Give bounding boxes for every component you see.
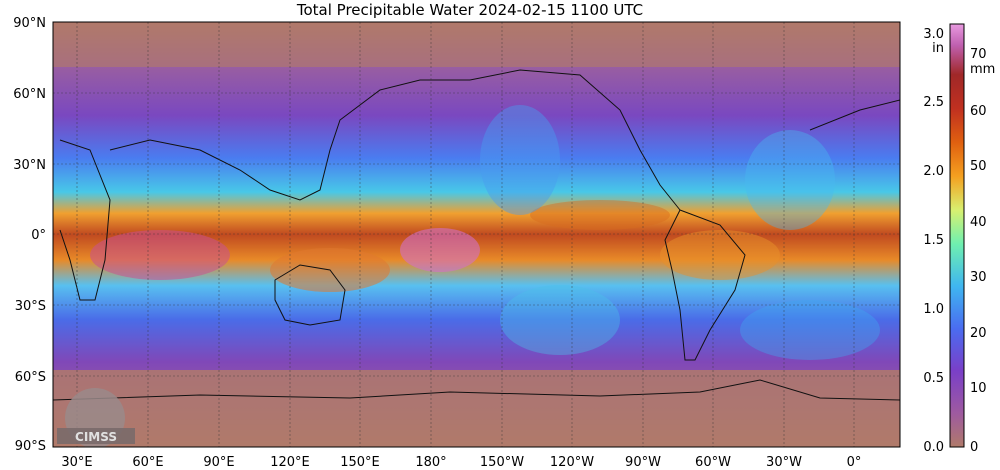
lon-label: 120°E (270, 455, 310, 470)
moisture-blob (400, 228, 480, 272)
moisture-plume (740, 300, 880, 360)
longitude-axis: 30°E 60°E 90°E 120°E 150°E 180° 150°W 12… (61, 455, 861, 470)
cimss-logo: CIMSS (57, 388, 135, 447)
north-america-coast (469, 69, 681, 211)
inch-tick: 2.0 (923, 164, 944, 179)
colorbar-left-unit: in (932, 41, 944, 56)
cimss-logo-text: CIMSS (75, 430, 117, 444)
lon-label: 30°E (61, 455, 92, 470)
colorbar-mm-ticks: 70 60 50 40 30 20 10 0 (970, 47, 987, 455)
mm-tick: 50 (970, 159, 987, 174)
cimss-logo-banner (57, 428, 135, 444)
asia-coast (109, 79, 470, 201)
inch-tick: 1.0 (923, 302, 944, 317)
colorbar: in mm 3.0 2.5 2.0 1.5 1.0 0.5 0.0 70 60 … (923, 23, 995, 455)
lat-label: 30°S (15, 299, 46, 314)
europe-coast (809, 99, 900, 131)
inch-tick: 3.0 (923, 27, 944, 42)
inch-tick: 1.5 (923, 233, 944, 248)
inch-tick: 2.5 (923, 95, 944, 110)
moisture-blob (90, 230, 230, 280)
australia-coast (274, 264, 346, 326)
lon-label: 60°W (695, 455, 731, 470)
lon-label: 0° (847, 455, 862, 470)
lat-label: 90°S (15, 439, 46, 454)
antarctica-coast (53, 379, 900, 401)
lon-label: 90°E (203, 455, 234, 470)
lat-label: 30°N (13, 158, 46, 173)
south-america-coast (664, 209, 746, 361)
lat-label: 0° (31, 228, 46, 243)
map-title: Total Precipitable Water 2024-02-15 1100… (296, 1, 644, 19)
lon-label: 60°E (132, 455, 163, 470)
arctic-dry-region (53, 22, 900, 67)
antarctic-dry-region (53, 370, 900, 447)
mm-tick: 70 (970, 47, 987, 62)
lon-label: 150°W (480, 455, 524, 470)
mm-tick: 20 (970, 326, 987, 341)
lon-label: 180° (415, 455, 446, 470)
graticule (53, 22, 900, 447)
map-frame (52, 21, 901, 448)
lat-label: 60°N (13, 87, 46, 102)
colorbar-gradient (949, 23, 965, 448)
lon-label: 30°W (766, 455, 802, 470)
moisture-blob (660, 230, 780, 280)
inch-tick: 0.5 (923, 371, 944, 386)
mm-tick: 60 (970, 104, 987, 119)
mm-tick: 10 (970, 381, 987, 396)
coastlines (53, 69, 900, 401)
colorbar-inch-ticks: 3.0 2.5 2.0 1.5 1.0 0.5 0.0 (923, 27, 944, 455)
colorbar-right-unit: mm (970, 62, 995, 77)
moisture-plume (500, 285, 620, 355)
latitude-axis: 90°N 60°N 30°N 0° 30°S 60°S 90°S (13, 16, 46, 454)
mm-tick: 0 (970, 440, 978, 455)
lat-label: 90°N (13, 16, 46, 31)
inch-tick: 0.0 (923, 440, 944, 455)
moisture-plume (745, 130, 835, 230)
lat-label: 60°S (15, 370, 46, 385)
mm-tick: 30 (970, 270, 987, 285)
africa-coast (59, 139, 111, 301)
moisture-plume (480, 105, 560, 215)
lon-label: 150°E (340, 455, 380, 470)
lon-label: 120°W (550, 455, 594, 470)
lon-label: 90°W (625, 455, 661, 470)
tpw-field: CIMSS (53, 22, 900, 447)
mm-tick: 40 (970, 215, 987, 230)
moisture-blob (530, 200, 670, 230)
